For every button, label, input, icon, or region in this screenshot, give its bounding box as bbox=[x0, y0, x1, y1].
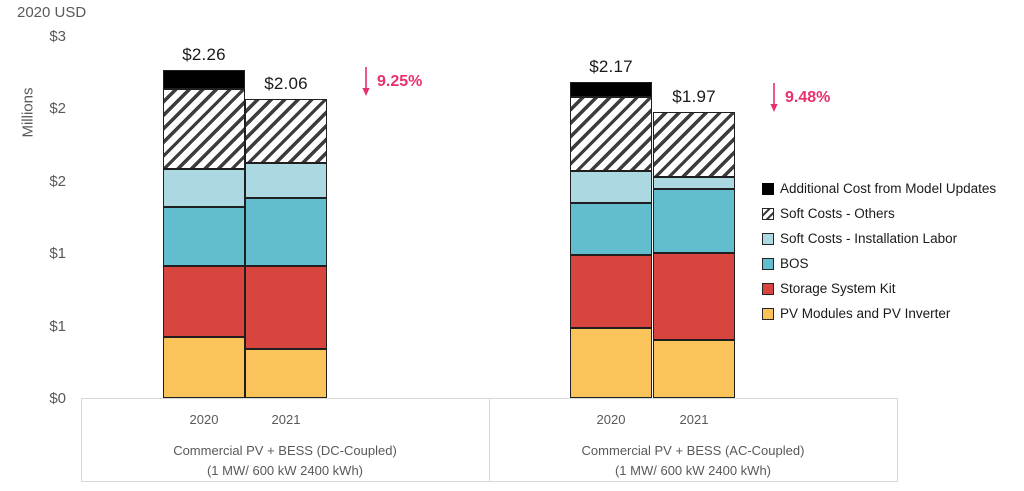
bar-segment-additional-2020-dc bbox=[163, 70, 245, 89]
x-tick-label-2021-ac: 2021 bbox=[679, 412, 709, 427]
bar-segment-bos-2020-ac bbox=[570, 203, 652, 255]
legend-swatch-additional bbox=[762, 182, 774, 195]
bar-segment-soft_other-2021-dc bbox=[245, 99, 327, 163]
legend-item-additional: Additional Cost from Model Updates bbox=[762, 181, 996, 196]
legend-label: Additional Cost from Model Updates bbox=[780, 181, 997, 196]
legend-item-labor: Soft Costs - Installation Labor bbox=[762, 231, 957, 246]
legend-swatch-labor bbox=[762, 232, 774, 245]
x-tick-label-2020-ac: 2020 bbox=[596, 412, 626, 427]
bar-segment-additional-2020-ac bbox=[570, 82, 652, 97]
bar-segment-storage-2020-dc bbox=[163, 266, 245, 337]
bar-segment-soft_other-2020-ac bbox=[570, 97, 652, 171]
legend-label: Soft Costs - Installation Labor bbox=[780, 231, 958, 246]
group-subtitle: (1 MW/ 600 kW 2400 kWh) bbox=[206, 463, 364, 478]
y-tick-label: $1 bbox=[49, 317, 66, 335]
total-label-2020-ac: $2.17 bbox=[589, 57, 633, 76]
bar-segment-pv-2021-dc bbox=[245, 349, 327, 398]
bar-segment-labor-2021-dc bbox=[245, 163, 327, 198]
group-title: Commercial PV + BESS (DC-Coupled) bbox=[173, 443, 397, 458]
legend-label: Storage System Kit bbox=[780, 281, 896, 296]
bar-segment-pv-2020-dc bbox=[163, 337, 245, 398]
legend-swatch-bos bbox=[762, 257, 774, 270]
legend-label: BOS bbox=[780, 256, 809, 271]
legend-item-storage: Storage System Kit bbox=[762, 281, 896, 296]
legend-swatch-storage bbox=[762, 282, 774, 295]
bar-segment-soft_other-2021-ac bbox=[653, 112, 735, 177]
bar-segment-bos-2020-dc bbox=[163, 207, 245, 266]
group-label-dc: Commercial PV + BESS (DC-Coupled) (1 MW/… bbox=[75, 441, 495, 481]
total-label-2021-ac: $1.97 bbox=[672, 87, 716, 106]
y-tick-label: $3 bbox=[49, 27, 66, 45]
change-value: 9.48% bbox=[785, 89, 831, 106]
legend-swatch-pv bbox=[762, 307, 774, 320]
x-tick-label-2020-dc: 2020 bbox=[189, 412, 219, 427]
change-annotation-ac: 9.48% bbox=[768, 82, 830, 114]
total-label-2021-dc: $2.06 bbox=[264, 74, 308, 93]
x-tick-label-2021-dc: 2021 bbox=[271, 412, 301, 427]
group-label-ac: Commercial PV + BESS (AC-Coupled) (1 MW/… bbox=[483, 441, 903, 481]
bar-segment-pv-2021-ac bbox=[653, 340, 735, 398]
bar-segment-soft_other-2020-dc bbox=[163, 89, 245, 169]
bar-segment-labor-2021-ac bbox=[653, 177, 735, 189]
bar-segment-labor-2020-ac bbox=[570, 171, 652, 203]
y-tick-label: $2 bbox=[49, 100, 66, 117]
bar-segment-pv-2020-ac bbox=[570, 328, 652, 398]
down-arrow-icon bbox=[770, 83, 778, 112]
bar-segment-bos-2021-ac bbox=[653, 189, 735, 253]
group-title: Commercial PV + BESS (AC-Coupled) bbox=[581, 443, 805, 458]
change-value: 9.25% bbox=[377, 73, 423, 90]
y-tick-label: $2 bbox=[49, 172, 66, 190]
group-subtitle: (1 MW/ 600 kW 2400 kWh) bbox=[614, 463, 772, 478]
bar-segment-labor-2020-dc bbox=[163, 169, 245, 207]
bar-segment-bos-2021-dc bbox=[245, 198, 327, 266]
total-label-2020-dc: $2.26 bbox=[182, 45, 226, 64]
change-annotation-dc: 9.25% bbox=[360, 66, 422, 98]
category-axis-divider bbox=[489, 398, 490, 482]
legend-item-soft_other: Soft Costs - Others bbox=[762, 206, 895, 221]
y-tick-label: $0 bbox=[49, 390, 66, 407]
bar-segment-storage-2021-dc bbox=[245, 266, 327, 349]
units-label: 2020 USD bbox=[17, 4, 87, 21]
down-arrow-icon bbox=[362, 67, 370, 96]
legend-label: Soft Costs - Others bbox=[780, 206, 895, 221]
legend-label: PV Modules and PV Inverter bbox=[780, 306, 951, 321]
legend-item-pv: PV Modules and PV Inverter bbox=[762, 306, 950, 321]
bar-segment-storage-2021-ac bbox=[653, 253, 735, 340]
legend-swatch-soft_other bbox=[762, 207, 774, 220]
legend-item-bos: BOS bbox=[762, 256, 809, 271]
bar-segment-storage-2020-ac bbox=[570, 255, 652, 328]
y-tick-label: $1 bbox=[49, 245, 66, 262]
